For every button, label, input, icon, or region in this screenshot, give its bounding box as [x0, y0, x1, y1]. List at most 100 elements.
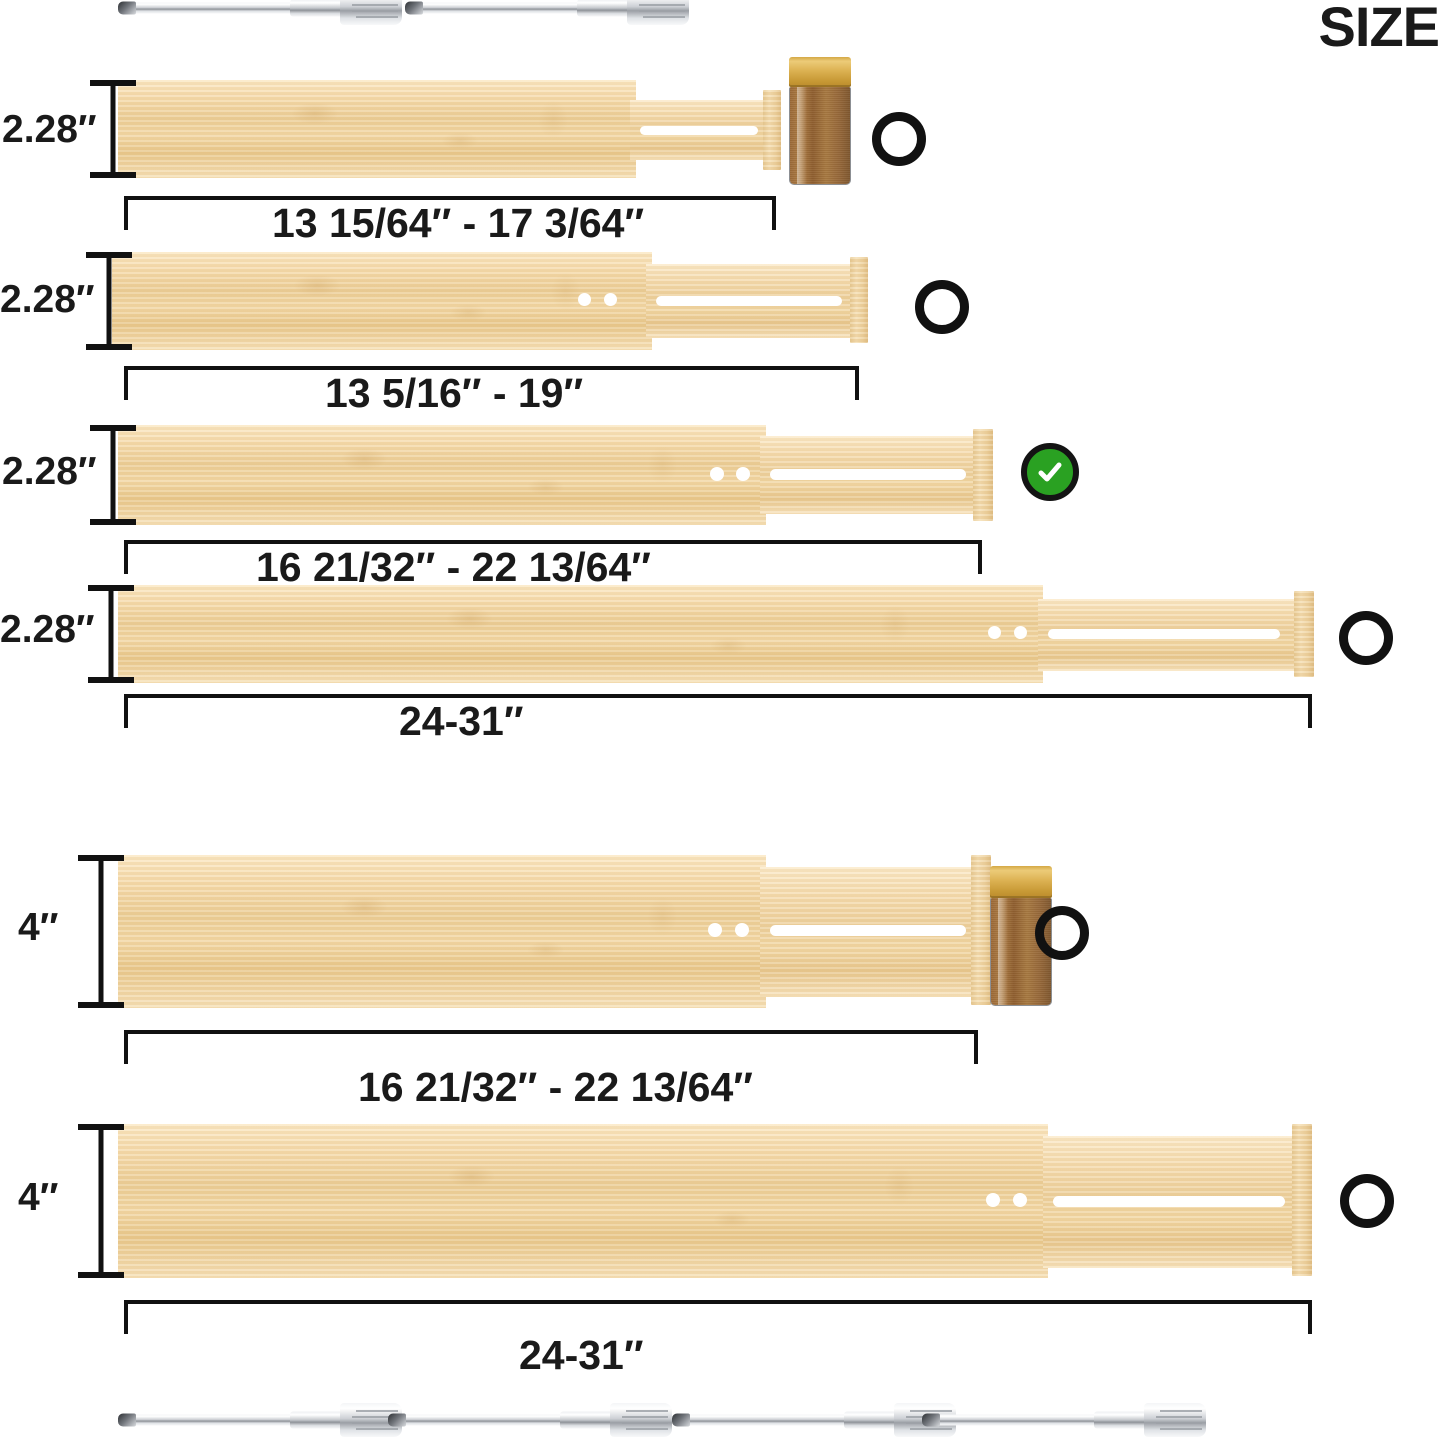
- divider-end-cap: [1292, 1124, 1312, 1276]
- fork-tine: [352, 1422, 398, 1424]
- divider-slot: [1053, 1196, 1285, 1207]
- circle-outline-icon: [872, 112, 926, 166]
- jar-body: [789, 87, 851, 185]
- length-label-row-4: 24-31″: [399, 698, 524, 744]
- fork-handle: [118, 1414, 300, 1426]
- fork-handle: [405, 2, 587, 14]
- fork-tine: [1156, 1422, 1202, 1424]
- dimension-line: [106, 252, 112, 350]
- fork-handle: [118, 2, 300, 14]
- height-dimension-row-2: [86, 252, 132, 350]
- jar-lid: [789, 57, 851, 87]
- divider-board: [118, 1124, 1048, 1278]
- dimension-tick-top: [88, 585, 134, 591]
- divider-hole: [578, 293, 591, 306]
- length-label-row-2: 13 5/16″ - 19″: [325, 370, 584, 416]
- length-dimension-row-3: [124, 540, 982, 574]
- fork-tine: [1160, 1428, 1202, 1430]
- dimension-tick-top: [78, 855, 124, 861]
- divider-spring-arm: [630, 100, 780, 160]
- divider-slot: [770, 925, 966, 936]
- dimension-tick-end: [855, 366, 859, 400]
- length-label-wide-row-1: 16 21/32″ - 22 13/64″: [358, 1064, 753, 1110]
- dimension-line: [124, 694, 1312, 698]
- jar-gloss: [998, 898, 1008, 1005]
- divider-hole: [604, 293, 617, 306]
- dimension-line: [124, 1300, 1312, 1304]
- jar-contents: [790, 87, 850, 184]
- dimension-tick-start: [124, 1030, 128, 1064]
- length-label-wide-row-2: 24-31″: [519, 1332, 644, 1378]
- circle-outline-icon: [1339, 611, 1393, 665]
- fork-tine: [643, 16, 685, 18]
- fork-tine: [356, 1428, 398, 1430]
- dimension-tick-top: [90, 80, 136, 86]
- divider-board: [118, 425, 766, 525]
- spice-jar-icon: [789, 57, 851, 185]
- dimension-line: [98, 855, 104, 1008]
- length-dimension-row-2: [124, 366, 859, 400]
- fork-head: [610, 1403, 672, 1437]
- fork-handle: [672, 1414, 854, 1426]
- divider-slot: [656, 296, 842, 306]
- length-label-row-3: 16 21/32″ - 22 13/64″: [256, 544, 651, 590]
- height-label-row-2: 2.28″: [0, 278, 95, 321]
- dimension-tick-start: [124, 196, 128, 230]
- fork-tine: [639, 10, 685, 12]
- fork-tine: [626, 1410, 668, 1412]
- length-dimension-row-4: [124, 694, 1312, 728]
- divider-end-cap: [850, 257, 868, 343]
- fork-icon: [118, 1396, 408, 1444]
- fork-tine: [639, 4, 685, 6]
- dimension-line: [110, 425, 116, 525]
- fork-neck: [844, 1411, 902, 1429]
- height-dimension-row-3: [90, 425, 136, 525]
- height-dimension-row-4: [88, 585, 134, 683]
- fork-tip: [405, 1, 423, 15]
- jar-lid: [990, 866, 1052, 898]
- fork-tip: [922, 1413, 940, 1427]
- drawer-divider-row-2: [112, 252, 868, 350]
- fork-handle: [388, 1414, 570, 1426]
- divider-spring-arm: [760, 867, 990, 997]
- spice-jar-icon: [990, 866, 1052, 1006]
- fork-tine: [356, 16, 398, 18]
- dimension-tick-start: [124, 540, 128, 574]
- dimension-tick-bottom: [78, 1002, 124, 1008]
- length-label-row-1: 13 15/64″ - 17 3/64″: [272, 200, 645, 246]
- drawer-divider-row-4: [118, 585, 1318, 683]
- fork-head: [627, 0, 689, 25]
- fork-tip: [118, 1, 136, 15]
- divider-hole: [988, 626, 1001, 639]
- divider-board: [118, 585, 1043, 683]
- length-dimension-row-1: [124, 196, 776, 230]
- divider-hole: [986, 1193, 1000, 1207]
- fork-icon: [672, 1396, 962, 1444]
- dimension-tick-start: [124, 694, 128, 728]
- fork-tine: [910, 1410, 952, 1412]
- height-label-wide-row-1: 4″: [18, 906, 59, 949]
- fork-tine: [352, 1416, 398, 1418]
- height-dimension-wide-row-2: [78, 1124, 124, 1278]
- dimension-line: [98, 1124, 104, 1278]
- fork-tine: [622, 1422, 668, 1424]
- divider-slot: [1048, 629, 1280, 639]
- page-title: SIZE: [1318, 0, 1440, 58]
- dimension-tick-bottom: [78, 1272, 124, 1278]
- height-label-wide-row-2: 4″: [18, 1176, 59, 1219]
- dimension-tick-end: [772, 196, 776, 230]
- dimension-line: [124, 366, 859, 370]
- fork-handle: [922, 1414, 1104, 1426]
- height-label-row-3: 2.28″: [2, 450, 97, 493]
- fork-tine: [622, 1416, 668, 1418]
- dimension-tick-end: [978, 540, 982, 574]
- height-dimension-wide-row-1: [78, 855, 124, 1008]
- divider-spring-arm: [760, 436, 990, 514]
- length-dimension-wide-row-1: [124, 1030, 978, 1064]
- fork-head: [1144, 1403, 1206, 1437]
- drawer-divider-row-1: [118, 80, 781, 178]
- dimension-tick-start: [124, 1300, 128, 1334]
- divider-slot: [640, 126, 758, 135]
- dimension-tick-bottom: [86, 344, 132, 350]
